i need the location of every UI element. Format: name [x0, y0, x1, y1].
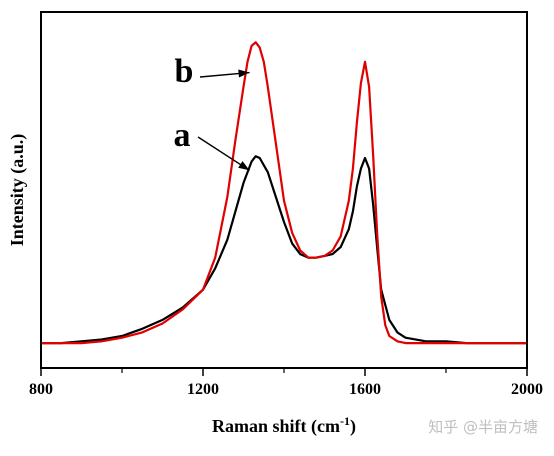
annotation-label-b: b [175, 53, 194, 90]
x-axis-title-end: ) [350, 416, 356, 437]
series-line-b [41, 41, 527, 345]
plot-layer [41, 41, 527, 345]
x-tick-label: 800 [29, 381, 53, 398]
x-tick-label: 2000 [511, 381, 543, 398]
x-tick-label: 1600 [349, 381, 381, 398]
x-axis-title-sup: -1 [340, 414, 350, 428]
annotation-arrowhead-b [238, 69, 250, 78]
annotation-label-a: a [174, 117, 191, 154]
plot-frame [40, 11, 528, 369]
x-axis-title: Raman shift (cm-1) [212, 414, 356, 437]
annotation-arrowhead-a [238, 161, 250, 171]
annotation-layer: ba [174, 53, 250, 172]
x-tick-label: 1200 [187, 381, 219, 398]
axis-layer: 800 1200 1600 2000 [29, 368, 543, 398]
series-line-a [41, 155, 527, 345]
y-axis-title: Intensity (a.u.) [7, 134, 28, 247]
x-axis-title-main: Raman shift (cm [212, 416, 340, 437]
watermark: 知乎 @半亩方塘 [428, 418, 538, 436]
